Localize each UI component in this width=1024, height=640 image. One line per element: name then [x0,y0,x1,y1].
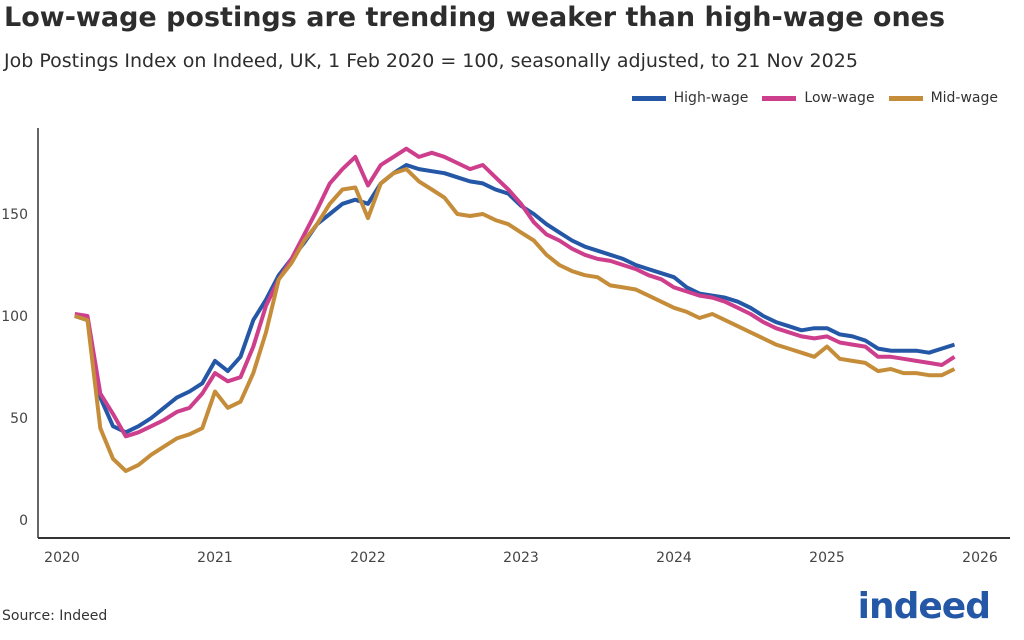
x-tick-label: 2022 [350,550,386,566]
x-tick-label: 2024 [656,550,692,566]
x-tick-label: 2025 [809,550,845,566]
series-line-low-wage [74,146,956,439]
legend-label: High-wage [673,90,749,106]
legend-label: Mid-wage [930,90,998,106]
x-tick-label: 2026 [962,550,998,566]
source-note: Source: Indeed [2,608,108,624]
legend-swatch [888,95,923,101]
series-line-mid-wage [74,167,956,473]
chart-title: Low-wage postings are trending weaker th… [4,2,946,33]
legend-swatch [762,95,797,101]
indeed-logo: indeed [857,586,991,627]
legend-label: Low-wage [804,90,875,106]
legend: High-wage Low-wage Mid-wage [631,90,998,106]
y-tick-label: 50 [10,411,28,427]
x-tick-label: 2023 [503,550,539,566]
x-tick-label: 2021 [197,550,233,566]
y-tick-label: 100 [1,309,28,325]
legend-item-mid-wage: Mid-wage [888,90,998,106]
chart-subtitle: Job Postings Index on Indeed, UK, 1 Feb … [4,50,858,72]
legend-swatch [631,95,666,101]
x-tick-label: 2020 [44,550,80,566]
y-tick-label: 150 [1,207,28,223]
y-tick-label: 0 [19,513,28,529]
legend-item-low-wage: Low-wage [762,90,875,106]
legend-item-high-wage: High-wage [631,90,749,106]
series-line-high-wage [74,163,956,435]
